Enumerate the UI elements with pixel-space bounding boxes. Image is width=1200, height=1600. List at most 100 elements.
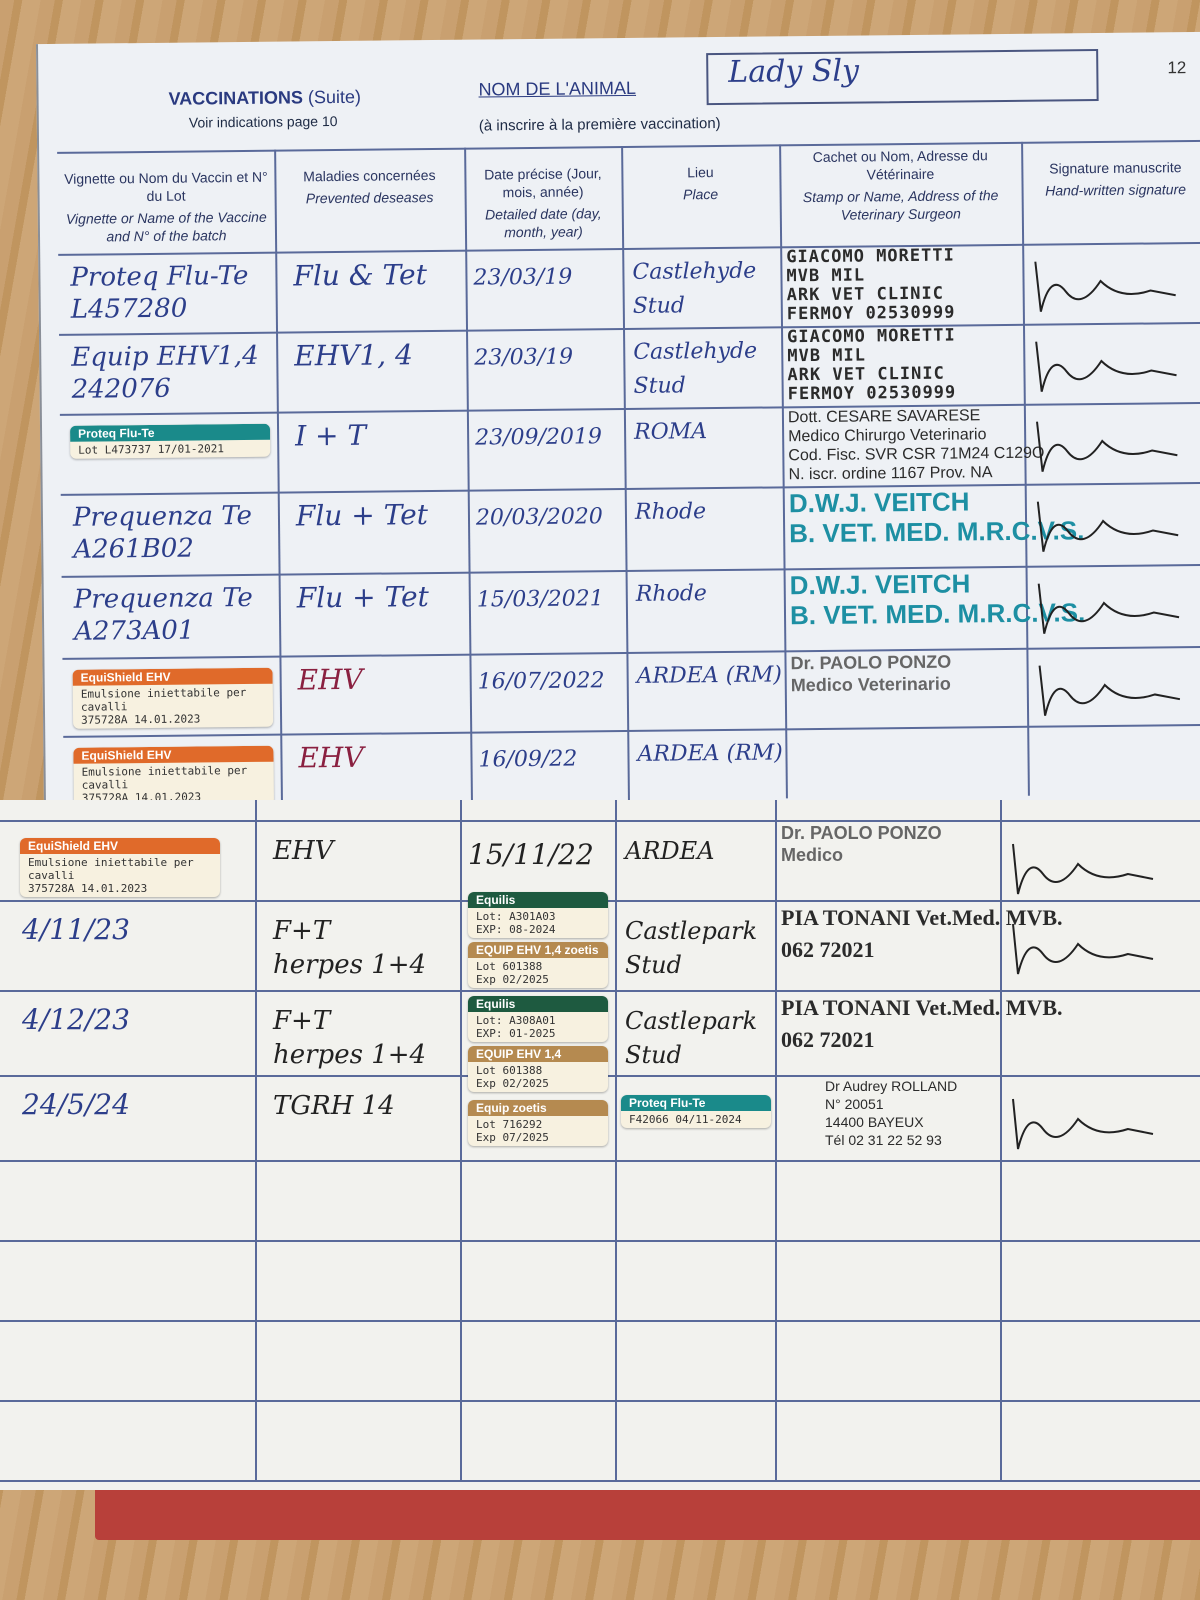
column-header-fr: Signature manuscrite [1049, 159, 1182, 177]
place: Rhode [634, 499, 707, 525]
lower-page: EquiShield EHV Emulsione iniettabile per … [0, 800, 1200, 1490]
page-number: 12 [1167, 58, 1187, 78]
vaccination-date: 15/03/2021 [476, 586, 604, 613]
diseases: Flu & Tet [293, 258, 428, 293]
column-divider [255, 800, 257, 1480]
row-divider [0, 1320, 1200, 1322]
handwritten-signature [1036, 421, 1178, 472]
column-header: Vignette ou Nom du Vaccin et N° du Lot Vi… [57, 168, 275, 246]
place: Castlehyde Stud [633, 338, 758, 399]
handwritten-signature [1012, 843, 1154, 895]
veterinarian-stamp: GIACOMO MORETTI MVB MIL ARK VET CLINIC F… [787, 325, 957, 405]
place-sticker: Proteq Flu-Te F42066 04/11-2024 [621, 1095, 771, 1128]
diseases: EHV [298, 740, 364, 775]
place: ARDEA [625, 837, 715, 865]
batch-sticker: Equilis Lot: A301A03 EXP: 08-2024 [468, 892, 608, 938]
diseases: F+T herpes 1+4 [273, 1006, 427, 1070]
vaccine-name: Proteq Flu-Te L457280 [70, 260, 249, 325]
column-header-fr: Vignette ou Nom du Vaccin et N° du Lot [64, 168, 268, 204]
animal-label: NOM DE L'ANIMAL [478, 77, 637, 100]
column-header-en: Vignette or Name of the Vaccine and N° o… [65, 208, 267, 245]
place: Castlehyde Stud [632, 258, 757, 319]
sticker-text: Emulsione iniettabile per cavalli 375728… [80, 685, 247, 727]
veterinarian-stamp: Dott. CESARE SAVARESE Medico Chirurgo Ve… [787, 407, 1045, 484]
column-divider [460, 800, 462, 1480]
vaccine-name: 4/12/23 [22, 1003, 130, 1036]
vaccination-date: 23/03/19 [474, 344, 574, 371]
column-header-fr: Cachet ou Nom, Adresse du Vétérinaire [812, 147, 988, 183]
veterinarian-stamp: PIA TONANI Vet.Med. MVB. 062 72021 [781, 995, 1063, 1052]
vaccine-name: Equip EHV1,4 242076 [71, 340, 259, 405]
vaccine-sticker: EquiShield EHV Emulsione iniettabile per … [72, 667, 274, 729]
column-header-fr: Lieu [687, 164, 714, 181]
batch-sticker: Equip zoetis Lot 716292 Exp 07/2025 [468, 1100, 608, 1146]
title-suffix: (Suite) [307, 86, 362, 108]
diseases: TGRH 14 [273, 1091, 395, 1121]
column-header-en: Place [683, 186, 719, 203]
vaccine-name: 4/11/23 [22, 913, 130, 946]
vaccination-date: 16/09/22 [478, 746, 578, 773]
sticker-text: Lot 601388 Exp 02/2025 [476, 960, 549, 986]
sticker-text: Lot: A301A03 EXP: 08-2024 [476, 910, 556, 936]
sticker-text: F42066 04/11-2024 [629, 1113, 742, 1126]
column-divider [779, 144, 788, 799]
column-divider [621, 146, 630, 800]
column-header-en: Detailed date (day, month, year) [484, 205, 602, 241]
column-divider [1000, 800, 1002, 1480]
handwritten-signature [1036, 501, 1179, 552]
section-title: VACCINATIONS (Suite) [168, 87, 361, 110]
vaccine-name: 24/5/24 [22, 1088, 130, 1121]
vaccination-date: 20/03/2020 [475, 504, 603, 531]
handwritten-signature [1038, 665, 1181, 716]
sticker-brand: EquiShield EHV [20, 838, 220, 854]
veterinarian-stamp: PIA TONANI Vet.Med. MVB. 062 72021 [781, 905, 1063, 962]
handwritten-signature [1034, 261, 1176, 312]
column-divider [615, 800, 617, 1480]
column-header: Signature manuscrite Hand-written signatu… [1021, 158, 1200, 200]
place: Castlepark Stud [625, 917, 758, 979]
diseases: Flu + Tet [296, 580, 429, 615]
vaccine-sticker: EquiShield EHV Emulsione iniettabile per … [20, 838, 220, 897]
diseases: EHV [297, 662, 363, 697]
diseases: Flu + Tet [295, 498, 429, 533]
row-divider [0, 1400, 1200, 1402]
sticker-text: Lot L473737 17/01-2021 [78, 442, 225, 457]
handwritten-signature [1012, 1098, 1154, 1150]
batch-sticker: Equilis Lot: A308A01 EXP: 01-2025 [468, 996, 608, 1042]
row-divider [0, 1240, 1200, 1242]
column-header-fr: Maladies concernées [303, 166, 436, 185]
sticker-brand: EQUIP EHV 1,4 zoetis [468, 942, 608, 958]
column-header: Maladies concernées Prevented deseases [274, 166, 464, 208]
vaccination-date: 16/07/2022 [477, 668, 605, 695]
column-header-en: Stamp or Name, Address of the Veterinary… [802, 187, 999, 223]
vaccine-sticker: Proteq Flu-Te Lot L473737 17/01-2021 [69, 423, 271, 459]
row-divider [62, 645, 1200, 660]
batch-sticker: EQUIP EHV 1,4 zoetis Lot 601388 Exp 02/20… [468, 942, 608, 988]
column-header: Lieu Place [621, 162, 779, 204]
title-bold: VACCINATIONS [168, 87, 304, 109]
vaccination-date: 15/11/22 [468, 838, 594, 871]
row-divider [0, 1160, 1200, 1162]
diseases: F+T herpes 1+4 [273, 916, 427, 980]
sticker-text: Lot: A308A01 EXP: 01-2025 [476, 1014, 556, 1040]
sticker-brand: Equip zoetis [468, 1100, 608, 1116]
column-divider [274, 149, 283, 804]
sticker-brand: Equilis [468, 996, 608, 1012]
animal-name: Lady Sly [728, 53, 860, 90]
animal-name-field: Lady Sly [706, 49, 1099, 106]
veterinarian-stamp: Dr. PAOLO PONZO Medico [781, 823, 942, 865]
sticker-text: Lot 716292 Exp 07/2025 [476, 1118, 549, 1144]
batch-sticker: EQUIP EHV 1,4 Lot 601388 Exp 02/2025 [468, 1046, 608, 1092]
place: ARDEA (RM) [637, 740, 783, 767]
place: Castlepark Stud [625, 1007, 758, 1069]
sticker-brand: EQUIP EHV 1,4 [468, 1046, 608, 1062]
vaccination-date: 23/09/2019 [475, 424, 603, 451]
row-divider [0, 820, 1200, 822]
place: ROMA [633, 419, 708, 445]
column-header-en: Prevented deseases [305, 188, 434, 207]
column-header-en: Hand-written signature [1045, 181, 1187, 199]
diseases: I + T [294, 418, 367, 453]
upper-page: 12 VACCINATIONS (Suite) Voir indications… [36, 31, 1200, 815]
section-subtitle: Voir indications page 10 [188, 112, 338, 131]
animal-note: (à inscrire à la première vaccination) [478, 114, 721, 135]
